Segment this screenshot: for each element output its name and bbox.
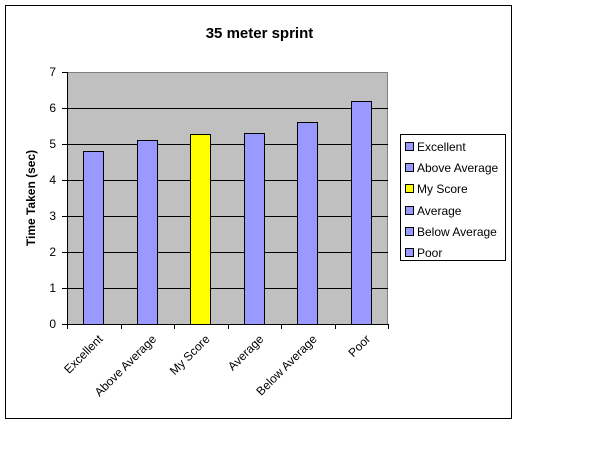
gridline — [67, 252, 388, 253]
y-axis — [67, 72, 68, 325]
x-tick-mark — [281, 324, 282, 329]
y-tick-label: 1 — [49, 281, 56, 295]
y-tick-label: 5 — [49, 137, 56, 151]
legend-item: Below Average — [405, 225, 497, 239]
gridline — [67, 288, 388, 289]
y-tick-label: 7 — [49, 65, 56, 79]
x-tick-mark — [174, 324, 175, 329]
x-tick-mark — [388, 324, 389, 329]
plot-area — [67, 72, 388, 324]
x-tick-mark — [228, 324, 229, 329]
bar-my-score — [190, 134, 211, 325]
legend-label: Below Average — [417, 224, 497, 239]
x-tick-mark — [67, 324, 68, 329]
legend-label: Above Average — [417, 161, 499, 176]
y-tick-mark — [62, 288, 67, 289]
legend-item: My Score — [405, 182, 468, 196]
legend-item: Excellent — [405, 140, 466, 154]
y-tick-label: 3 — [49, 209, 56, 223]
legend-swatch-icon — [405, 248, 414, 257]
y-tick-label: 2 — [49, 245, 56, 259]
legend-label: Average — [417, 203, 462, 218]
y-tick-label: 4 — [49, 173, 56, 187]
y-tick-mark — [62, 144, 67, 145]
legend-label: Poor — [417, 246, 443, 260]
gridline — [67, 108, 388, 109]
gridline — [67, 180, 388, 181]
x-tick-mark — [121, 324, 122, 329]
x-tick-mark — [335, 324, 336, 329]
legend-swatch-icon — [405, 163, 414, 173]
y-tick-label: 0 — [49, 317, 56, 331]
legend-swatch-icon — [405, 184, 414, 194]
y-tick-mark — [62, 180, 67, 181]
legend-item: Average — [405, 204, 461, 218]
gridline — [67, 216, 388, 217]
legend-label: My Score — [417, 182, 468, 197]
bar-poor — [351, 101, 372, 325]
legend-label: Excellent — [417, 140, 466, 154]
legend-swatch-icon — [405, 142, 414, 151]
bar-below-average — [297, 122, 318, 325]
legend-swatch-icon — [405, 226, 414, 236]
legend-swatch-icon — [405, 205, 414, 215]
y-tick-mark — [62, 108, 67, 109]
chart-title: 35 meter sprint — [205, 25, 314, 42]
legend: Excellent Above Average My Score Average Bel… — [400, 134, 506, 261]
y-tick-mark — [62, 72, 67, 73]
legend-item: Poor — [405, 246, 442, 260]
y-tick-mark — [62, 216, 67, 217]
y-tick-label: 6 — [49, 101, 56, 115]
y-axis-title: Time Taken (sec) — [24, 149, 38, 247]
legend-item: Above Average — [405, 161, 498, 175]
bar-above-average — [137, 140, 158, 325]
y-tick-mark — [62, 252, 67, 253]
y-tick-mark — [62, 324, 67, 325]
gridline — [67, 144, 388, 145]
bar-excellent — [83, 151, 104, 325]
bar-average — [244, 133, 265, 325]
x-axis — [62, 324, 389, 325]
